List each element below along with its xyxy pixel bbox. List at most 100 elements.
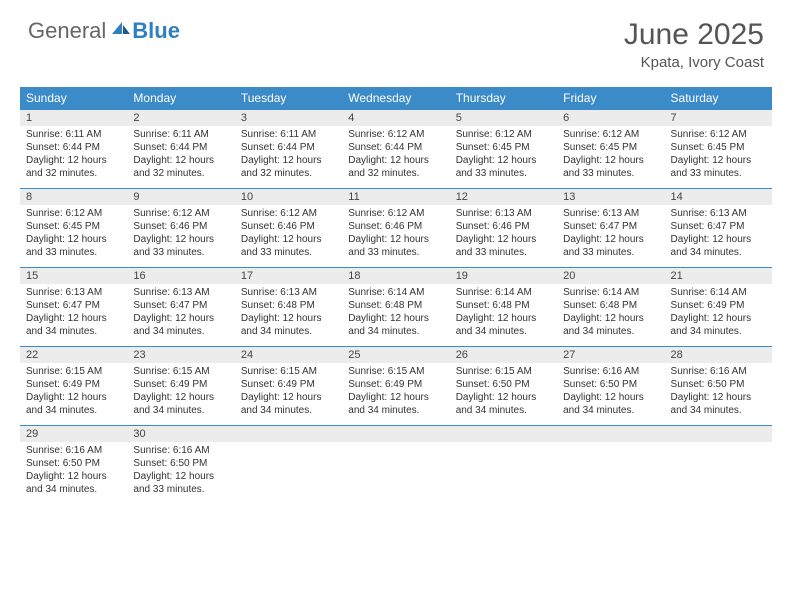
day-ss: Sunset: 6:49 PM	[26, 378, 121, 391]
day-number-row: 2930	[20, 426, 772, 443]
day-number: 26	[450, 347, 557, 364]
day-d2: and 33 minutes.	[133, 483, 228, 496]
day-d2: and 32 minutes.	[26, 167, 121, 180]
day-cell	[665, 442, 772, 504]
day-ss: Sunset: 6:45 PM	[671, 141, 766, 154]
day-d2: and 34 minutes.	[671, 246, 766, 259]
day-number: 18	[342, 268, 449, 285]
day-sr: Sunrise: 6:12 AM	[563, 128, 658, 141]
day-cell	[557, 442, 664, 504]
day-d2: and 33 minutes.	[456, 246, 551, 259]
day-ss: Sunset: 6:46 PM	[456, 220, 551, 233]
day-number: 27	[557, 347, 664, 364]
day-cell: Sunrise: 6:13 AMSunset: 6:47 PMDaylight:…	[557, 205, 664, 268]
day-ss: Sunset: 6:48 PM	[348, 299, 443, 312]
day-number: 14	[665, 189, 772, 206]
day-sr: Sunrise: 6:12 AM	[133, 207, 228, 220]
day-sr: Sunrise: 6:14 AM	[671, 286, 766, 299]
day-d1: Daylight: 12 hours	[563, 154, 658, 167]
day-ss: Sunset: 6:47 PM	[26, 299, 121, 312]
day-sr: Sunrise: 6:12 AM	[348, 207, 443, 220]
day-header: Saturday	[665, 87, 772, 110]
day-cell: Sunrise: 6:14 AMSunset: 6:48 PMDaylight:…	[342, 284, 449, 347]
day-d1: Daylight: 12 hours	[241, 312, 336, 325]
day-number: 13	[557, 189, 664, 206]
day-cell: Sunrise: 6:11 AMSunset: 6:44 PMDaylight:…	[235, 126, 342, 189]
day-header: Thursday	[450, 87, 557, 110]
day-number	[235, 426, 342, 443]
day-number: 5	[450, 110, 557, 127]
day-d2: and 34 minutes.	[26, 404, 121, 417]
sail-icon	[110, 18, 132, 44]
day-ss: Sunset: 6:49 PM	[348, 378, 443, 391]
day-d2: and 34 minutes.	[456, 404, 551, 417]
day-cell: Sunrise: 6:15 AMSunset: 6:49 PMDaylight:…	[235, 363, 342, 426]
day-cell: Sunrise: 6:13 AMSunset: 6:46 PMDaylight:…	[450, 205, 557, 268]
day-number: 29	[20, 426, 127, 443]
day-cell: Sunrise: 6:13 AMSunset: 6:47 PMDaylight:…	[127, 284, 234, 347]
logo: General Blue	[28, 18, 180, 44]
day-cell	[342, 442, 449, 504]
day-number: 15	[20, 268, 127, 285]
day-cell: Sunrise: 6:14 AMSunset: 6:49 PMDaylight:…	[665, 284, 772, 347]
day-cell: Sunrise: 6:11 AMSunset: 6:44 PMDaylight:…	[20, 126, 127, 189]
day-number: 1	[20, 110, 127, 127]
day-ss: Sunset: 6:50 PM	[671, 378, 766, 391]
day-d1: Daylight: 12 hours	[456, 391, 551, 404]
day-d2: and 33 minutes.	[26, 246, 121, 259]
day-d2: and 34 minutes.	[133, 404, 228, 417]
day-d2: and 33 minutes.	[563, 167, 658, 180]
day-d1: Daylight: 12 hours	[563, 391, 658, 404]
day-cell: Sunrise: 6:14 AMSunset: 6:48 PMDaylight:…	[450, 284, 557, 347]
day-number: 6	[557, 110, 664, 127]
day-sr: Sunrise: 6:13 AM	[563, 207, 658, 220]
day-cell: Sunrise: 6:12 AMSunset: 6:46 PMDaylight:…	[235, 205, 342, 268]
day-d1: Daylight: 12 hours	[26, 470, 121, 483]
day-number: 10	[235, 189, 342, 206]
day-sr: Sunrise: 6:13 AM	[26, 286, 121, 299]
day-sr: Sunrise: 6:13 AM	[241, 286, 336, 299]
day-cell: Sunrise: 6:16 AMSunset: 6:50 PMDaylight:…	[127, 442, 234, 504]
day-d1: Daylight: 12 hours	[456, 312, 551, 325]
day-cell	[235, 442, 342, 504]
day-d2: and 33 minutes.	[133, 246, 228, 259]
day-cell: Sunrise: 6:13 AMSunset: 6:47 PMDaylight:…	[20, 284, 127, 347]
day-sr: Sunrise: 6:15 AM	[456, 365, 551, 378]
day-cell: Sunrise: 6:15 AMSunset: 6:49 PMDaylight:…	[342, 363, 449, 426]
day-d2: and 34 minutes.	[241, 404, 336, 417]
day-content-row: Sunrise: 6:13 AMSunset: 6:47 PMDaylight:…	[20, 284, 772, 347]
day-ss: Sunset: 6:45 PM	[456, 141, 551, 154]
day-ss: Sunset: 6:50 PM	[133, 457, 228, 470]
day-number	[665, 426, 772, 443]
day-number: 8	[20, 189, 127, 206]
day-ss: Sunset: 6:46 PM	[133, 220, 228, 233]
day-sr: Sunrise: 6:13 AM	[133, 286, 228, 299]
day-d2: and 33 minutes.	[456, 167, 551, 180]
day-number: 25	[342, 347, 449, 364]
day-ss: Sunset: 6:48 PM	[563, 299, 658, 312]
day-d2: and 34 minutes.	[456, 325, 551, 338]
day-number: 9	[127, 189, 234, 206]
logo-text-2: Blue	[132, 18, 180, 44]
day-number-row: 891011121314	[20, 189, 772, 206]
day-cell: Sunrise: 6:12 AMSunset: 6:44 PMDaylight:…	[342, 126, 449, 189]
day-ss: Sunset: 6:45 PM	[563, 141, 658, 154]
day-d1: Daylight: 12 hours	[133, 312, 228, 325]
day-number: 12	[450, 189, 557, 206]
day-d2: and 34 minutes.	[671, 404, 766, 417]
day-number: 19	[450, 268, 557, 285]
day-content-row: Sunrise: 6:11 AMSunset: 6:44 PMDaylight:…	[20, 126, 772, 189]
day-d2: and 34 minutes.	[133, 325, 228, 338]
day-content-row: Sunrise: 6:12 AMSunset: 6:45 PMDaylight:…	[20, 205, 772, 268]
day-d1: Daylight: 12 hours	[241, 233, 336, 246]
day-ss: Sunset: 6:50 PM	[26, 457, 121, 470]
day-number: 2	[127, 110, 234, 127]
calendar-table: Sunday Monday Tuesday Wednesday Thursday…	[20, 87, 772, 504]
title-block: June 2025 Kpata, Ivory Coast	[624, 18, 764, 71]
day-d1: Daylight: 12 hours	[241, 391, 336, 404]
day-number: 30	[127, 426, 234, 443]
day-d1: Daylight: 12 hours	[348, 154, 443, 167]
day-d1: Daylight: 12 hours	[563, 233, 658, 246]
day-sr: Sunrise: 6:11 AM	[241, 128, 336, 141]
day-sr: Sunrise: 6:11 AM	[26, 128, 121, 141]
